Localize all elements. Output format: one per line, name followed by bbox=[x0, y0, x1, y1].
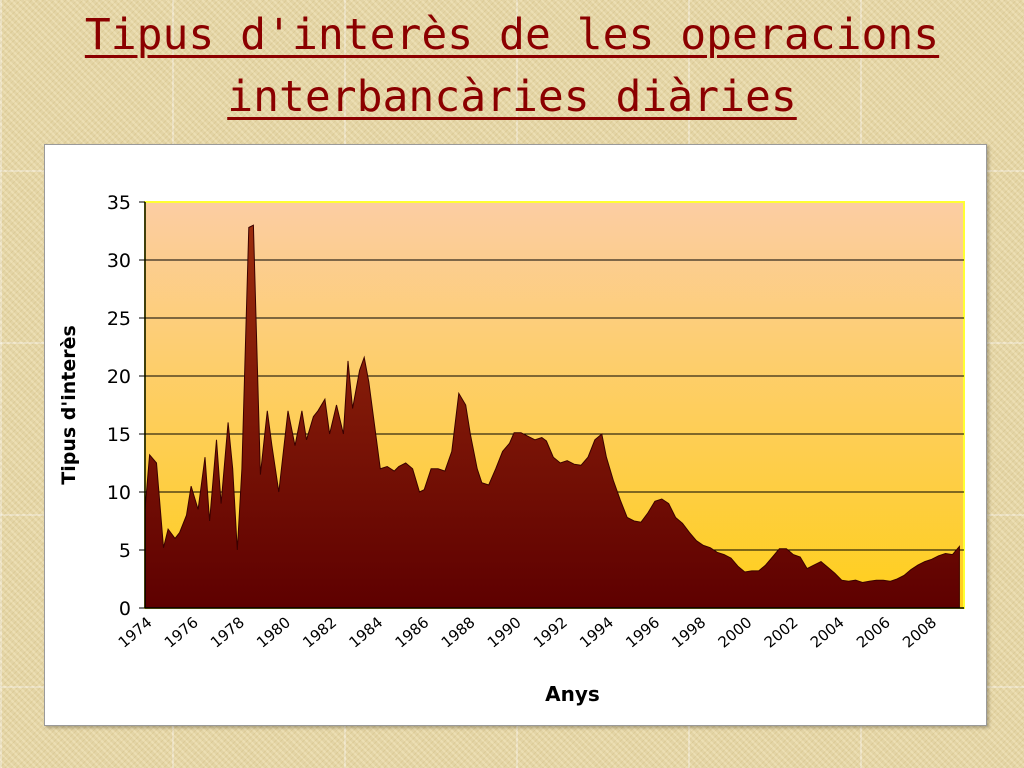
x-tick-label: 1980 bbox=[253, 613, 294, 651]
x-tick-label: 2006 bbox=[853, 613, 894, 651]
y-tick-label: 15 bbox=[107, 424, 131, 446]
y-tick-label: 35 bbox=[107, 192, 131, 214]
x-tick-label: 1978 bbox=[207, 613, 248, 651]
chart-panel: 0 5 10 15 20 25 30 35 1974 1976 1978 1980 1982 1984 1… bbox=[44, 144, 987, 726]
y-tick-labels: 0 5 10 15 20 25 30 35 bbox=[107, 192, 145, 620]
x-tick-label: 1998 bbox=[668, 613, 709, 651]
y-tick-label: 30 bbox=[107, 250, 131, 272]
interest-rate-area-chart: 0 5 10 15 20 25 30 35 1974 1976 1978 1980 1982 1984 1… bbox=[58, 192, 965, 706]
x-tick-label: 1984 bbox=[345, 613, 386, 651]
x-tick-label: 1992 bbox=[530, 613, 571, 651]
x-tick-labels: 1974 1976 1978 1980 1982 1984 1986 1988 1990 1992… bbox=[115, 613, 940, 651]
x-tick-label: 1994 bbox=[576, 613, 617, 651]
slide-title: Tipus d'interès de les operacions interb… bbox=[0, 4, 1024, 128]
interest-rate-area bbox=[144, 224, 960, 609]
x-tick-label: 2000 bbox=[715, 613, 756, 651]
x-tick-label: 1976 bbox=[161, 613, 202, 651]
y-axis-label: Tipus d'interès bbox=[58, 325, 80, 485]
x-tick-label: 2002 bbox=[761, 613, 802, 651]
y-tick-label: 10 bbox=[107, 482, 131, 504]
y-tick-label: 25 bbox=[107, 308, 131, 330]
x-tick-label: 2004 bbox=[807, 613, 848, 651]
y-tick-label: 5 bbox=[119, 540, 131, 562]
x-tick-label: 1988 bbox=[438, 613, 479, 651]
x-tick-label: 1986 bbox=[392, 613, 433, 651]
y-tick-label: 0 bbox=[119, 598, 131, 620]
slide-title-line-1: Tipus d'interès de les operacions bbox=[84, 10, 940, 60]
slide-title-line-2: interbancàries diàries bbox=[227, 72, 797, 122]
x-tick-label: 1982 bbox=[299, 613, 340, 651]
x-tick-label: 1996 bbox=[622, 613, 663, 651]
y-tick-label: 20 bbox=[107, 366, 131, 388]
x-tick-label: 2008 bbox=[899, 613, 940, 651]
x-axis-label: Anys bbox=[545, 682, 600, 706]
x-tick-label: 1990 bbox=[484, 613, 525, 651]
